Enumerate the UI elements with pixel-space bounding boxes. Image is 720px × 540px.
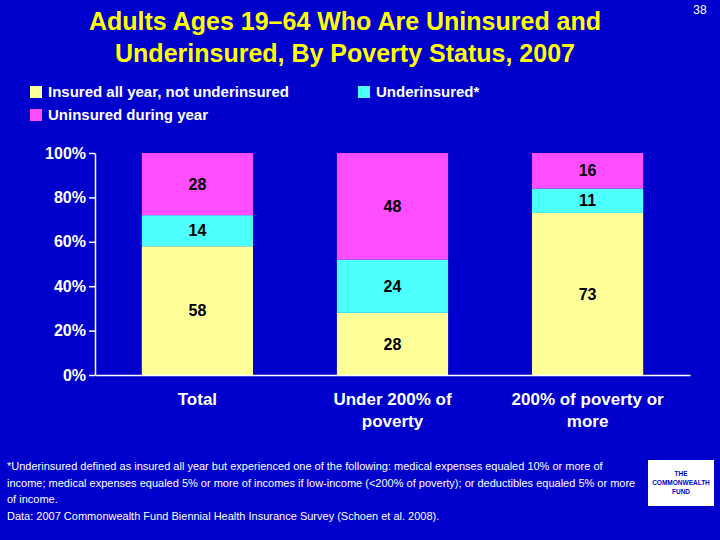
y-tick-label: 20% (54, 322, 86, 339)
x-tick-label: Under 200% ofpoverty (333, 390, 451, 431)
y-tick: 80% (54, 189, 95, 206)
y-tick-label: 100% (45, 145, 86, 162)
legend-swatch (30, 86, 42, 98)
page-number: 38 (693, 3, 707, 17)
y-tick: 100% (45, 145, 95, 162)
x-tick: Total (178, 390, 217, 409)
data-label: 14 (189, 222, 207, 239)
y-tick: 40% (54, 278, 95, 295)
y-axis: 0% 20% 40% 60% 80% 100% (45, 145, 95, 384)
background (0, 0, 720, 540)
logo: THE COMMONWEALTH FUND (648, 460, 714, 506)
bar-segment (142, 246, 253, 375)
x-axis-line (96, 375, 691, 377)
logo-text: COMMONWEALTH (652, 479, 710, 486)
y-tick: 60% (54, 233, 95, 250)
source: Data: 2007 Commonwealth Fund Biennial He… (7, 510, 439, 522)
legend-label: Underinsured* (376, 83, 480, 100)
logo-box (648, 460, 714, 506)
legend-item: Insured all year, not underinsured (30, 83, 289, 100)
footnote: *Underinsured defined as insured all yea… (7, 460, 635, 505)
y-tick-label: 0% (63, 367, 86, 384)
legend: Insured all year, not underinsured Underi… (30, 83, 480, 123)
data-label: 28 (384, 336, 402, 353)
data-label: 48 (384, 198, 402, 215)
x-tick: 200% of poverty ormore (512, 390, 664, 431)
legend-swatch (30, 109, 42, 121)
bar-segment (532, 189, 643, 213)
y-axis-line (95, 154, 97, 376)
x-tick-label: Total (178, 390, 217, 409)
bars (142, 153, 643, 375)
y-tick-label: 80% (54, 189, 86, 206)
x-axis: Total Under 200% ofpoverty 200% of poverty… (96, 376, 691, 432)
bar-segment (337, 153, 448, 260)
y-tick-mark (89, 153, 95, 155)
data-label: 73 (579, 286, 597, 303)
y-tick-mark (89, 242, 95, 244)
legend-label: Insured all year, not underinsured (48, 83, 289, 100)
title: Adults Ages 19–64 Who Are Uninsured andU… (89, 7, 601, 67)
data-label: 16 (579, 162, 597, 179)
bar-segment (142, 153, 253, 215)
y-tick-label: 40% (54, 278, 86, 295)
bar-segment (532, 213, 643, 375)
bar-segment (142, 215, 253, 246)
y-tick-mark (89, 375, 95, 377)
data-label: 11 (579, 192, 596, 209)
data-labels: 58 28 73 14 24 11 28 48 16 (189, 162, 597, 352)
bar-segment (337, 260, 448, 313)
bar-segment (532, 153, 643, 189)
data-label: 24 (384, 278, 402, 295)
y-tick: 0% (63, 367, 95, 384)
y-tick-mark (89, 330, 95, 332)
x-tick: Under 200% ofpoverty (333, 390, 451, 431)
legend-swatch (358, 86, 370, 98)
bar-segment (337, 313, 448, 375)
y-tick: 20% (54, 322, 95, 339)
y-tick-mark (89, 197, 95, 199)
legend-item: Uninsured during year (30, 106, 208, 123)
y-tick-mark (89, 286, 95, 288)
y-tick-label: 60% (54, 233, 86, 250)
data-label: 58 (189, 302, 207, 319)
logo-text: THE (675, 470, 689, 477)
legend-label: Uninsured during year (48, 106, 208, 123)
legend-item: Underinsured* (358, 83, 480, 100)
data-label: 28 (189, 176, 207, 193)
x-tick-label: 200% of poverty ormore (512, 390, 664, 431)
logo-text: FUND (672, 488, 690, 495)
chart: Adults Ages 19–64 Who Are Uninsured andU… (0, 0, 720, 540)
